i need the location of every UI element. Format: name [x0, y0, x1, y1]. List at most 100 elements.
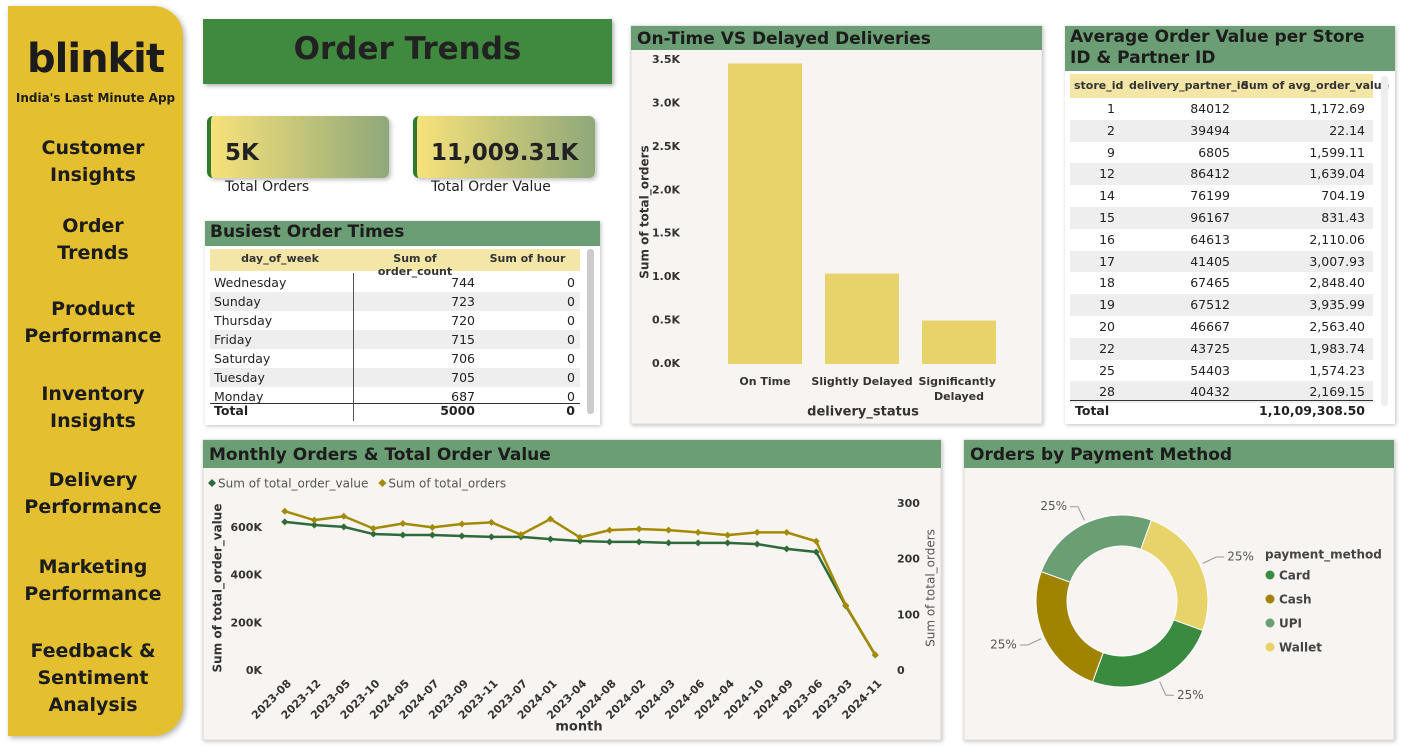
legend-label: Cash [1279, 593, 1312, 607]
point-marker [310, 521, 318, 529]
nav-label: Performance [24, 583, 162, 605]
point-marker [546, 535, 554, 543]
x-axis-label: month [555, 720, 602, 735]
nav-label: Insights [50, 410, 136, 432]
point-marker [724, 531, 732, 539]
legend-marker [208, 479, 216, 487]
row-band [210, 330, 580, 349]
y2-axis-label: Sum of total_orders [924, 529, 938, 647]
point-marker [783, 545, 791, 553]
point-marker [753, 540, 761, 548]
y-tick-label: 0.5K [652, 314, 680, 327]
page-title-box: Order Trends [203, 19, 612, 84]
data-label: 25% [990, 637, 1017, 651]
nav-label: Trends [57, 242, 129, 264]
table-cell: 1,172.69 [1309, 101, 1365, 116]
point-marker [281, 518, 289, 526]
point-marker [724, 539, 732, 547]
total-cell: 1,10,09,308.50 [1259, 403, 1365, 418]
point-marker [487, 533, 495, 541]
y2-tick-label: 100 [897, 608, 920, 621]
table-cell: 0 [567, 313, 575, 328]
table-cell: 704.19 [1321, 188, 1365, 204]
nav-label: Product [51, 298, 135, 320]
x-tick-label: On Time [739, 375, 790, 388]
y-axis-label: Sum of total_order_value [211, 504, 226, 673]
y2-tick-label: 200 [897, 553, 920, 566]
table-cell: 39494 [1190, 122, 1230, 138]
row-band [1070, 119, 1373, 142]
kpi-value: 5K [225, 140, 259, 166]
sidebar: blinkit India's Last Minute App Customer… [8, 6, 183, 736]
table-cell: 41405 [1190, 253, 1230, 269]
row-band [210, 368, 580, 387]
table-cell: 705 [451, 370, 475, 385]
table-cell: 64613 [1190, 231, 1230, 247]
table-cell: 2 [1107, 122, 1115, 138]
table-cell: 0 [567, 294, 575, 309]
table-cell: 20 [1099, 319, 1115, 334]
table-cell: 0 [567, 351, 575, 366]
table-cell: 3,007.93 [1309, 253, 1365, 269]
point-marker [487, 518, 495, 526]
table-cell: 0 [567, 275, 575, 290]
row-band [1070, 207, 1373, 229]
total-rule [1070, 400, 1373, 401]
table-cell: 16 [1099, 231, 1115, 247]
table-cell: 9 [1107, 144, 1115, 160]
point-marker [871, 651, 879, 659]
table-cell: 1,599.11 [1309, 144, 1365, 160]
legend-marker [378, 479, 387, 487]
table-cell: 715 [451, 332, 475, 347]
column-header-row [1070, 74, 1373, 98]
point-marker [842, 601, 850, 609]
table-cell: 15 [1099, 210, 1115, 225]
nav-label: Order [62, 215, 124, 237]
table-cell: Saturday [214, 351, 271, 366]
nav-label: Inventory [41, 383, 145, 405]
table-cell: 3,935.99 [1309, 297, 1365, 313]
point-marker [399, 531, 407, 539]
y-tick-label: 1.5K [652, 227, 680, 240]
row-band [1070, 163, 1373, 186]
nav-item[interactable]: Feedback & Sentiment Analysis [8, 638, 183, 719]
legend-marker [1265, 642, 1275, 652]
bar [728, 63, 802, 365]
x-axis-label: delivery_status [807, 405, 919, 420]
row-band [210, 292, 580, 311]
table-cell: Sunday [214, 294, 261, 309]
legend-marker [1265, 594, 1275, 604]
table-cell: 25 [1099, 362, 1115, 378]
chart-panel [630, 25, 1043, 425]
data-label: 25% [1040, 499, 1067, 513]
table-cell: 1,983.74 [1309, 340, 1365, 356]
nav-item[interactable]: Order Trends [8, 213, 183, 267]
point-marker [635, 525, 643, 533]
nav-item[interactable]: Product Performance [8, 296, 183, 350]
table-cell: 706 [451, 351, 475, 366]
table-cell: 6805 [1198, 144, 1230, 160]
table-cell: 43725 [1190, 340, 1230, 356]
point-marker [606, 526, 614, 534]
point-marker [812, 537, 820, 545]
nav-item[interactable]: Inventory Insights [8, 381, 183, 435]
nav-item[interactable]: Delivery Performance [8, 467, 183, 521]
kpi-label: Total Orders [225, 179, 310, 195]
chart-title: Orders by Payment Method [970, 445, 1232, 465]
table-cell: 67465 [1190, 275, 1230, 291]
nav-item[interactable]: Marketing Performance [8, 554, 183, 608]
row-band [1070, 337, 1373, 360]
point-marker [576, 533, 584, 541]
legend-marker [1265, 618, 1275, 628]
y-axis-label: Sum of total_orders [638, 145, 653, 278]
table-cell: 831.43 [1321, 210, 1365, 225]
table-cell: 2,848.40 [1309, 275, 1365, 291]
table-cell: 67512 [1190, 297, 1230, 313]
row-band [1070, 294, 1373, 316]
data-label: 25% [1177, 688, 1204, 702]
nav-item[interactable]: Customer Insights [8, 135, 183, 189]
chart-title: Monthly Orders & Total Order Value [209, 445, 551, 465]
total-cell: Total [1075, 403, 1110, 418]
